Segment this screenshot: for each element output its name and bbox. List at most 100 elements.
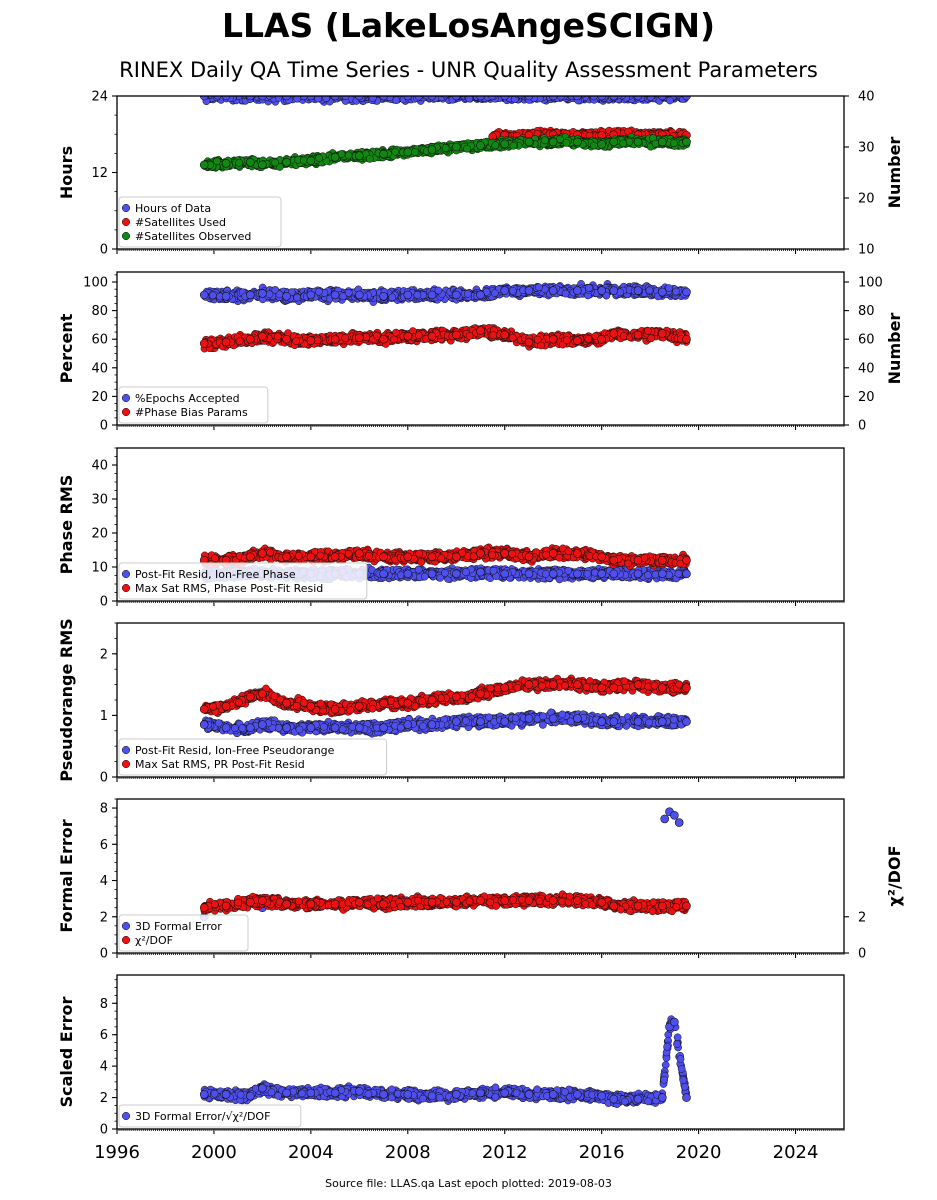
texture-point xyxy=(213,96,222,100)
texture-point xyxy=(645,286,654,295)
y2-tick-label: 40 xyxy=(858,90,875,105)
data-point xyxy=(633,286,643,295)
texture-point xyxy=(394,88,401,95)
texture-point xyxy=(674,96,677,97)
data-point xyxy=(221,159,231,168)
texture-point xyxy=(482,96,485,97)
texture-point xyxy=(672,287,680,296)
texture-point xyxy=(500,88,507,95)
texture-point xyxy=(442,96,450,99)
texture-point xyxy=(298,96,303,97)
data-point xyxy=(476,141,485,150)
texture-point xyxy=(355,88,362,95)
texture-point xyxy=(262,88,269,95)
texture-point xyxy=(562,87,569,94)
texture-point xyxy=(241,96,246,97)
texture-point xyxy=(491,141,500,150)
texture-point xyxy=(314,96,322,103)
texture-point xyxy=(325,88,332,95)
data-point xyxy=(657,137,667,147)
texture-point xyxy=(307,88,314,95)
texture-point xyxy=(562,139,571,147)
figure-subtitle: RINEX Daily QA Time Series - UNR Quality… xyxy=(119,58,818,82)
texture-point xyxy=(465,96,474,103)
texture-point xyxy=(366,88,373,95)
texture-point xyxy=(441,144,450,152)
texture-point xyxy=(455,87,462,94)
texture-point xyxy=(418,96,423,97)
texture-point xyxy=(275,290,284,299)
data-point xyxy=(199,160,209,170)
texture-point xyxy=(292,337,301,345)
data-point xyxy=(682,137,691,147)
texture-point xyxy=(208,291,217,300)
texture-point xyxy=(602,88,609,95)
texture-point xyxy=(209,96,212,97)
data-point xyxy=(609,286,619,295)
texture-point xyxy=(607,88,614,95)
texture-point xyxy=(352,89,359,96)
texture-point xyxy=(388,293,397,302)
data-point xyxy=(548,286,558,295)
data-point xyxy=(330,152,340,162)
data-point xyxy=(199,290,209,300)
texture-point xyxy=(645,88,652,95)
series-blue xyxy=(199,280,691,306)
x-axis xyxy=(116,249,845,254)
texture-point xyxy=(242,88,249,95)
legend-marker xyxy=(121,217,131,227)
texture-point xyxy=(273,96,278,97)
series-red xyxy=(199,324,691,353)
texture-point xyxy=(670,88,677,95)
texture-point xyxy=(561,289,570,298)
texture-point xyxy=(443,88,450,95)
data-point xyxy=(500,286,510,295)
texture-point xyxy=(360,88,367,95)
data-point xyxy=(282,291,291,301)
texture-point xyxy=(417,96,422,97)
texture-point xyxy=(619,139,628,148)
legend-marker xyxy=(121,203,131,213)
data-point xyxy=(657,287,667,297)
data-point xyxy=(306,290,316,300)
texture-point xyxy=(463,88,470,95)
texture-point xyxy=(506,96,511,97)
legend-label: #Satellites Used xyxy=(135,216,226,229)
texture-point xyxy=(665,284,673,292)
legend-label: Hours of Data xyxy=(135,202,211,215)
texture-point xyxy=(585,96,589,97)
texture-point xyxy=(204,96,209,97)
texture-point xyxy=(293,293,301,302)
data-points xyxy=(199,87,691,172)
texture-point xyxy=(447,96,452,97)
texture-point xyxy=(391,88,398,95)
texture-point xyxy=(411,148,419,156)
texture-point xyxy=(376,87,383,94)
texture-point xyxy=(453,96,457,97)
texture-point xyxy=(271,158,279,167)
texture-point xyxy=(605,88,612,95)
texture-point xyxy=(585,284,593,292)
texture-point xyxy=(235,159,244,167)
texture-point xyxy=(584,96,589,97)
texture-point xyxy=(580,96,585,97)
texture-point xyxy=(326,88,333,95)
texture-point xyxy=(574,96,579,97)
data-point xyxy=(524,286,534,295)
texture-point xyxy=(246,89,253,96)
texture-point xyxy=(516,96,518,97)
texture-point xyxy=(527,96,531,97)
texture-point xyxy=(535,88,542,95)
texture-point xyxy=(394,87,401,94)
data-point xyxy=(451,290,461,300)
texture-point xyxy=(344,151,353,160)
legend-label: #Satellites Observed xyxy=(135,230,251,243)
texture-point xyxy=(632,88,639,95)
texture-point xyxy=(204,96,209,97)
texture-point xyxy=(453,88,460,95)
y2-axis-label: Number xyxy=(885,137,904,209)
figure-title: LLAS (LakeLosAngeSCIGN) xyxy=(221,6,716,45)
texture-point xyxy=(349,88,356,95)
